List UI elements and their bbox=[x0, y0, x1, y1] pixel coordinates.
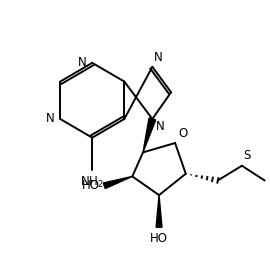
Polygon shape bbox=[156, 195, 162, 227]
Text: N: N bbox=[46, 113, 54, 126]
Text: HO: HO bbox=[150, 232, 168, 245]
Text: N: N bbox=[154, 51, 163, 64]
Text: N: N bbox=[77, 56, 86, 69]
Polygon shape bbox=[143, 118, 156, 152]
Text: O: O bbox=[178, 127, 188, 140]
Text: NH$_2$: NH$_2$ bbox=[80, 174, 104, 190]
Text: S: S bbox=[243, 149, 251, 162]
Text: N: N bbox=[156, 120, 164, 133]
Text: HO: HO bbox=[82, 179, 99, 192]
Polygon shape bbox=[103, 176, 132, 188]
